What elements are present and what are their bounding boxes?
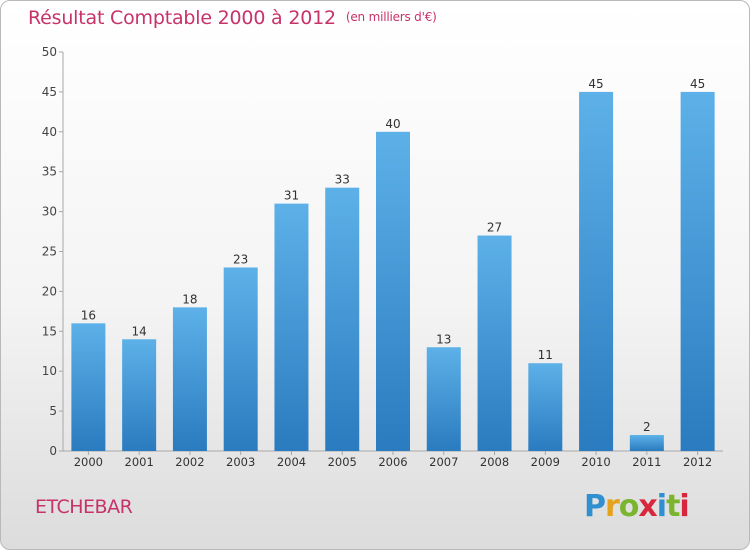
bar bbox=[629, 435, 664, 451]
logo-letter: o bbox=[618, 489, 640, 524]
x-tick-label: 2012 bbox=[683, 455, 712, 469]
logo-letter: t bbox=[666, 489, 680, 524]
y-tick-label: 50 bbox=[42, 45, 57, 59]
data-label: 33 bbox=[335, 173, 350, 187]
bar bbox=[376, 131, 410, 452]
bar bbox=[325, 187, 360, 451]
bar bbox=[122, 339, 157, 451]
data-label: 13 bbox=[436, 332, 451, 346]
bars bbox=[71, 91, 715, 452]
y-tick-label: 30 bbox=[42, 205, 57, 219]
chart-title: Résultat Comptable 2000 à 2012 (en millie… bbox=[28, 7, 437, 29]
bar bbox=[477, 235, 512, 451]
data-label: 27 bbox=[487, 221, 502, 235]
bar bbox=[528, 363, 563, 451]
y-tick-label: 20 bbox=[42, 284, 57, 298]
data-label: 11 bbox=[538, 348, 553, 362]
logo-letter: P bbox=[584, 489, 606, 524]
x-tick-label: 2001 bbox=[125, 455, 154, 469]
x-tick-label: 2007 bbox=[429, 455, 458, 469]
x-tick-label: 2005 bbox=[328, 455, 357, 469]
data-label: 40 bbox=[385, 117, 400, 131]
bar bbox=[71, 323, 106, 451]
y-tick-label: 15 bbox=[42, 324, 57, 338]
y-tick-label: 25 bbox=[42, 245, 57, 259]
y-tick-label: 45 bbox=[42, 85, 57, 99]
data-label: 2 bbox=[643, 420, 651, 434]
y-tick-label: 5 bbox=[49, 404, 57, 418]
x-tick-label: 2003 bbox=[226, 455, 255, 469]
bar bbox=[274, 203, 309, 451]
y-tick-label: 0 bbox=[49, 444, 57, 458]
data-label: 23 bbox=[233, 252, 248, 266]
y-tick-label: 10 bbox=[42, 364, 57, 378]
data-label: 14 bbox=[132, 324, 147, 338]
data-labels: 16 14 18 23 31 33 40 13 27 11 45 2 45 bbox=[81, 77, 706, 434]
x-tick-label: 2004 bbox=[277, 455, 306, 469]
data-label: 16 bbox=[81, 308, 96, 322]
x-tick-label: 2006 bbox=[378, 455, 407, 469]
x-tick-label: 2002 bbox=[175, 455, 204, 469]
chart-title-text: Résultat Comptable 2000 à 2012 bbox=[28, 7, 336, 29]
data-label: 45 bbox=[588, 77, 603, 91]
data-label: 18 bbox=[182, 292, 197, 306]
logo-letter: i bbox=[679, 489, 689, 524]
chart-unit: (en milliers d'€) bbox=[345, 10, 437, 24]
logo-letter: i bbox=[656, 489, 667, 524]
data-label: 31 bbox=[284, 189, 299, 203]
bar bbox=[223, 267, 258, 451]
x-tick-label: 2010 bbox=[581, 455, 610, 469]
x-tick-label: 2011 bbox=[632, 455, 661, 469]
logo-letter: r bbox=[605, 489, 620, 524]
bar bbox=[579, 91, 614, 452]
data-label: 45 bbox=[690, 77, 705, 91]
logo-letter: x bbox=[638, 489, 657, 524]
x-tick-label: 2000 bbox=[74, 455, 103, 469]
x-tick-label: 2008 bbox=[480, 455, 509, 469]
x-tick-label: 2009 bbox=[531, 455, 560, 469]
proxiti-logo: Proxiti bbox=[584, 489, 690, 524]
y-tick-label: 40 bbox=[42, 125, 57, 139]
bar bbox=[426, 347, 461, 451]
bar bbox=[172, 307, 207, 451]
y-tick-label: 35 bbox=[42, 165, 57, 179]
commune-name: ETCHEBAR bbox=[35, 496, 133, 518]
bar bbox=[680, 91, 715, 452]
